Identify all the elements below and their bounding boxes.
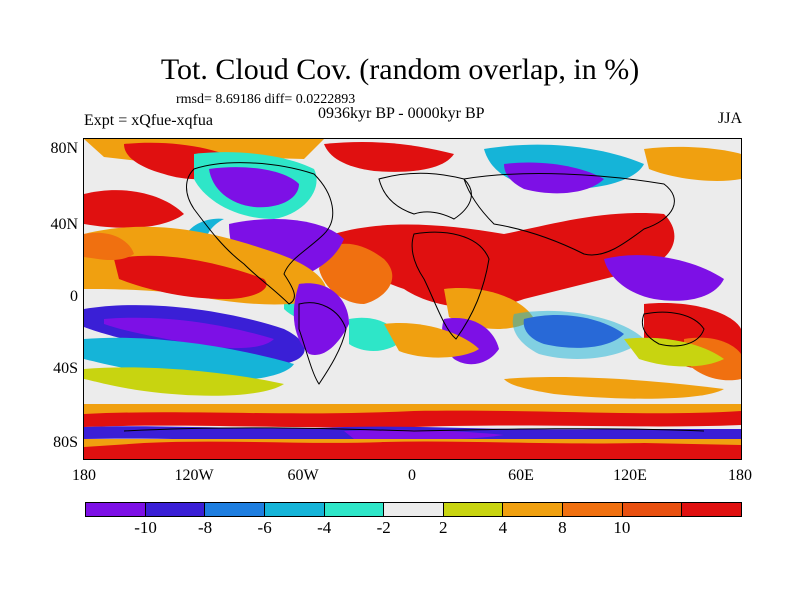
colorbar-label: -10 [134, 518, 157, 537]
colorbar-label: 10 [613, 518, 631, 537]
colorbar-swatch [86, 503, 146, 516]
field-region [644, 146, 741, 181]
field-region [84, 410, 741, 428]
field-region [209, 167, 299, 208]
colorbar [85, 502, 742, 517]
field-region [504, 162, 604, 194]
colorbar-label: 2 [439, 518, 448, 537]
field-region [344, 429, 504, 441]
season-label: JJA [717, 110, 742, 127]
field-region [319, 243, 393, 304]
coastlines [123, 162, 705, 432]
colorbar-swatch [443, 503, 504, 516]
field-region [444, 288, 534, 329]
lat-label: 0 [70, 288, 78, 305]
experiment-label: Expt = xQfue-xqfua [84, 112, 213, 129]
lat-label: 40N [50, 216, 78, 233]
colorbar-swatch [622, 503, 683, 516]
field-region [384, 323, 479, 358]
lon-label: 180 [72, 467, 96, 484]
field-region [104, 317, 274, 349]
field-region [504, 377, 724, 399]
lon-label: 120W [174, 467, 214, 484]
chart-title: Tot. Cloud Cov. (random overlap, in %) [160, 53, 640, 86]
colorbar-swatch [145, 503, 206, 516]
lon-label: 0 [408, 467, 416, 484]
colorbar-label: 8 [558, 518, 567, 537]
colorbar-swatch [264, 503, 325, 516]
lon-label: 60E [508, 467, 534, 484]
colorbar-label: -8 [197, 518, 213, 537]
field-region [324, 142, 454, 172]
colorbar-swatch [682, 503, 742, 516]
lat-label: 40S [53, 360, 78, 377]
field-region [512, 310, 644, 359]
colorbar-swatch [205, 503, 265, 516]
period-label: 0936kyr BP - 0000kyr BP [318, 105, 485, 122]
map-plot-area [84, 139, 741, 459]
field-region [604, 255, 724, 301]
stats-line: rmsd= 8.69186 diff= 0.0222893 [176, 92, 356, 107]
colorbar-label: 4 [498, 518, 508, 537]
lon-label: 180 [728, 467, 752, 484]
colorbar-swatch [384, 503, 444, 516]
colorbar-swatch [324, 503, 385, 516]
lat-label: 80N [50, 140, 78, 157]
field-region [293, 283, 349, 355]
colorbar-swatch [563, 503, 623, 516]
field-region [334, 213, 675, 308]
lat-label: 80S [53, 434, 78, 451]
cloud-cover-field [84, 139, 741, 459]
field-region [84, 232, 134, 261]
field-region [84, 190, 184, 228]
colorbar-label: -2 [376, 518, 391, 537]
colorbar-label: -6 [257, 518, 272, 537]
field-region [114, 255, 267, 299]
colorbar-label: -4 [317, 518, 332, 537]
field-region [84, 367, 284, 396]
lon-label: 120E [613, 467, 647, 484]
lon-label: 60W [287, 467, 319, 484]
field-region [624, 337, 724, 367]
field-region [84, 441, 741, 459]
colorbar-swatch [503, 503, 564, 516]
